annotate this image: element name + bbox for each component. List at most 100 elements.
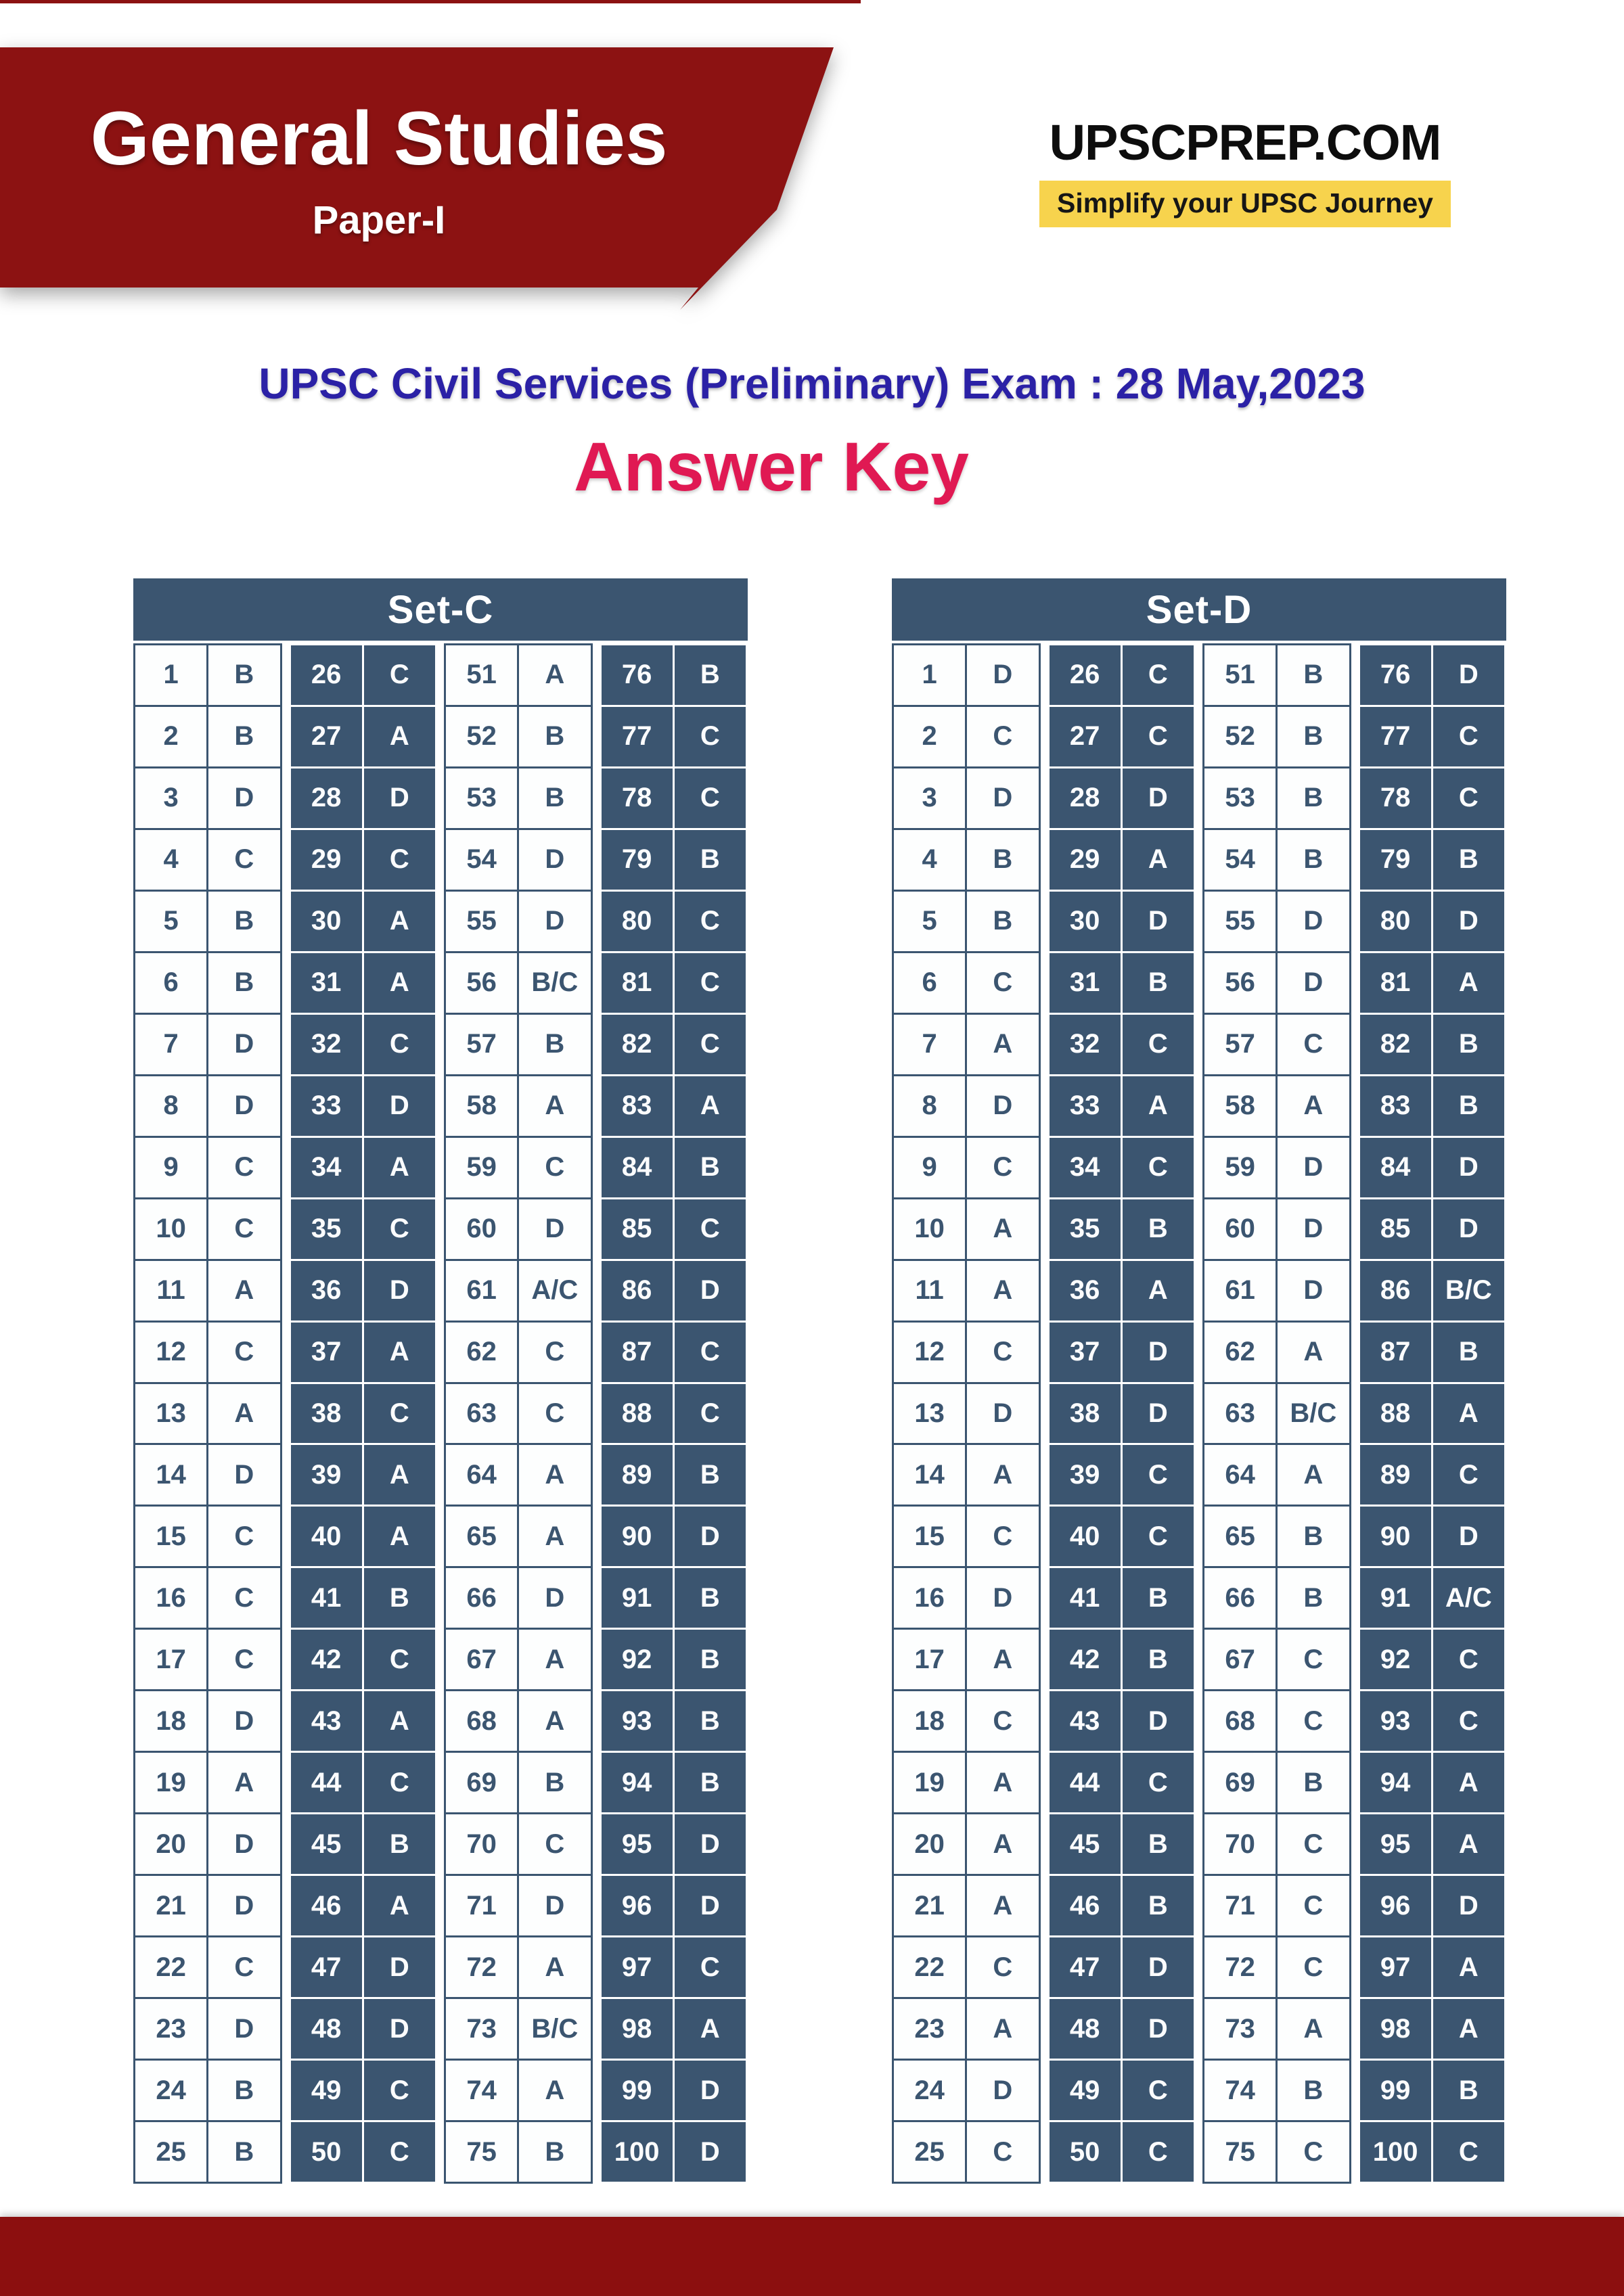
answer-cell: A [519,1630,591,1690]
question-number-cell: 7 [135,1014,207,1074]
answer-cell: B [674,1137,746,1197]
question-number-cell: 5 [135,891,207,951]
answer-cell: B [363,1568,435,1628]
answer-cell: B/C [519,1999,591,2059]
answer-cell: A [363,1445,435,1505]
question-number-cell: 64 [446,1445,518,1505]
answer-cell: D [1433,1199,1504,1259]
answer-cell: C [208,829,280,890]
answer-cell: B [519,1753,591,1813]
answer-cell: C [208,1630,280,1690]
question-number-cell: 99 [601,2061,673,2121]
answer-cell: D [967,2061,1039,2121]
answer-cell: C [208,1507,280,1567]
question-number-cell: 62 [1204,1322,1276,1382]
question-number-cell: 43 [290,1691,362,1751]
question-number-cell: 34 [290,1137,362,1197]
answer-cell: C [363,2122,435,2182]
set-d-table-header: Set-D [892,578,1506,641]
question-number-cell: 55 [446,891,518,951]
question-block-51-75: 51 A 52 B 53 B 54 D 55 D 56 B/C 57 B 58 A 59 C 60 D 61 A/C 62 C… [444,643,593,2184]
question-number-cell: 50 [1049,2122,1121,2182]
answer-cell: D [208,1999,280,2059]
answer-cell: C [967,952,1039,1013]
exam-title-line: UPSC Civil Services (Preliminary) Exam :… [258,359,1366,408]
answer-cell: A [363,1507,435,1567]
question-number-cell: 55 [1204,891,1276,951]
question-number-cell: 23 [135,1999,207,2059]
answer-cell: D [208,1691,280,1751]
question-number-cell: 31 [290,952,362,1013]
answer-cell: A [519,645,591,705]
answer-cell: B [1278,706,1349,766]
question-number-cell: 86 [1359,1260,1431,1321]
set-c-table-header: Set-C [133,578,748,641]
banner-subtitle: Paper-I [312,198,446,242]
question-number-cell: 89 [1359,1445,1431,1505]
question-number-cell: 79 [601,829,673,890]
question-number-cell: 49 [1049,2061,1121,2121]
answer-cell: D [1122,768,1194,828]
question-number-cell: 1 [894,645,966,705]
question-number-cell: 69 [1204,1753,1276,1813]
question-number-cell: 4 [135,829,207,890]
answer-cell: D [1278,891,1349,951]
answer-cell: C [1122,1445,1194,1505]
question-number-cell: 60 [446,1199,518,1259]
answer-cell: C [208,1137,280,1197]
question-number-cell: 68 [1204,1691,1276,1751]
answer-cell: A [1122,1260,1194,1321]
question-number-cell: 74 [1204,2061,1276,2121]
answer-cell: C [363,829,435,890]
footer-band [0,2217,1624,2296]
question-number-cell: 29 [1049,829,1121,890]
answer-cell: C [1122,645,1194,705]
question-number-cell: 6 [135,952,207,1013]
question-number-cell: 14 [135,1445,207,1505]
set-d-table: Set-D 1 D 2 C 3 D 4 B 5 B 6 C 7 A 8 D 9 C 10 A 11 A 12 C 13 D 14 A 1… [892,578,1506,2184]
question-number-cell: 57 [446,1014,518,1074]
question-number-cell: 54 [1204,829,1276,890]
answer-cell: A [674,1076,746,1136]
answer-cell: A [1278,1445,1349,1505]
answer-cell: B [1433,1322,1504,1382]
question-number-cell: 53 [1204,768,1276,828]
answer-cell: D [1278,952,1349,1013]
answer-cell: C [1278,1876,1349,1936]
question-number-cell: 97 [1359,1937,1431,1998]
question-number-cell: 64 [1204,1445,1276,1505]
question-number-cell: 93 [601,1691,673,1751]
question-number-cell: 6 [894,952,966,1013]
answer-cell: C [1433,2122,1504,2182]
question-number-cell: 37 [1049,1322,1121,1382]
answer-cell: D [363,1260,435,1321]
question-number-cell: 80 [601,891,673,951]
question-number-cell: 45 [290,1814,362,1875]
answer-cell: D [674,1507,746,1567]
question-block-26-50: 26 C 27 A 28 D 29 C 30 A 31 A 32 C 33 D 34 A 35 C 36 D 37 A 38 C 3… [288,643,437,2184]
answer-cell: B [1278,1507,1349,1567]
answer-cell: C [519,1383,591,1444]
question-block-51-75: 51 B 52 B 53 B 54 B 55 D 56 D 57 C 58 A 59 D 60 D 61 D 62 A 63 B/… [1202,643,1351,2184]
answer-cell: C [1278,1014,1349,1074]
question-number-cell: 48 [1049,1999,1121,2059]
question-number-cell: 5 [894,891,966,951]
banner-title: General Studies [90,96,668,181]
question-number-cell: 73 [1204,1999,1276,2059]
question-number-cell: 52 [1204,706,1276,766]
question-number-cell: 41 [290,1568,362,1628]
question-number-cell: 37 [290,1322,362,1382]
question-number-cell: 76 [1359,645,1431,705]
answer-cell: D [1433,1507,1504,1567]
question-number-cell: 80 [1359,891,1431,951]
answer-cell: B [208,891,280,951]
answer-cell: A [363,1322,435,1382]
answer-cell: A [363,1137,435,1197]
answer-cell: B [519,768,591,828]
question-number-cell: 67 [1204,1630,1276,1690]
answer-cell: D [1433,645,1504,705]
answer-cell: C [967,1937,1039,1998]
question-number-cell: 89 [601,1445,673,1505]
question-number-cell: 98 [601,1999,673,2059]
question-number-cell: 70 [446,1814,518,1875]
